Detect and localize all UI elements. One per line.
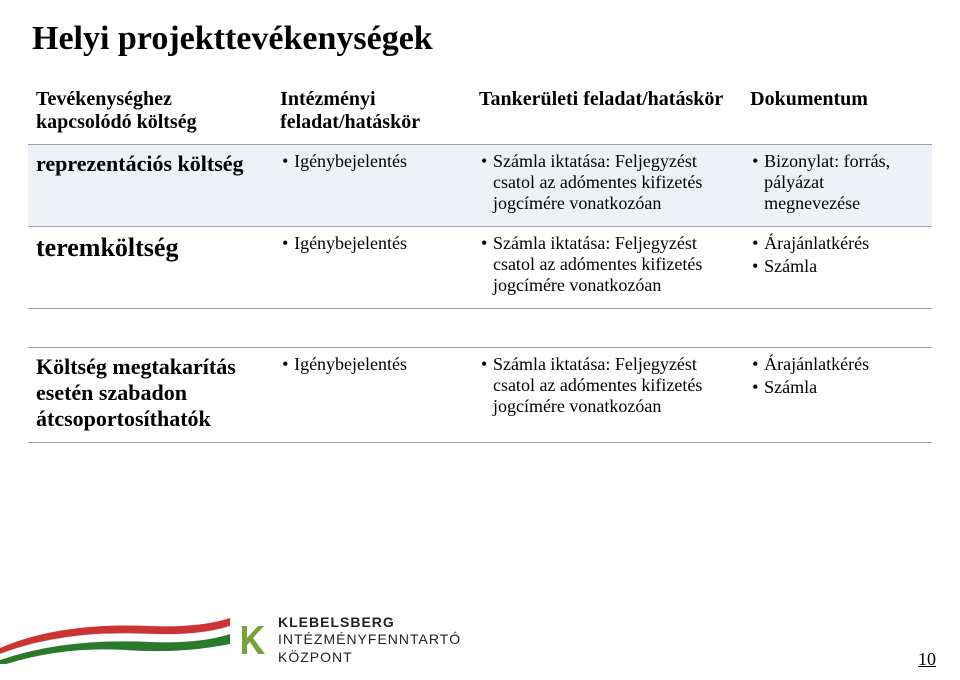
bullet-list: Igénybejelentés <box>280 233 463 254</box>
page-number: 10 <box>918 649 936 670</box>
bullet-cell: ÁrajánlatkérésSzámla <box>742 348 932 443</box>
bullet-cell: Számla iktatása: Feljegyzést csatol az a… <box>471 348 742 443</box>
bullet-item: Árajánlatkérés <box>764 354 924 375</box>
table-row: teremköltség Igénybejelentés Számla iktatá… <box>28 227 932 309</box>
bullet-item: Számla <box>764 256 924 277</box>
col-header-1: Intézményi feladat/hatáskör <box>272 82 471 145</box>
bullet-item: Igénybejelentés <box>294 354 463 375</box>
bullet-item: Számla iktatása: Feljegyzést csatol az a… <box>493 151 734 214</box>
spacer-cell <box>471 309 742 348</box>
bullet-list: ÁrajánlatkérésSzámla <box>750 233 924 277</box>
main-table-container: Tevékenységhez kapcsolódó költség Intézm… <box>0 58 960 443</box>
bullet-item: Igénybejelentés <box>294 233 463 254</box>
spacer-cell <box>742 309 932 348</box>
logo-line1: KLEBELSBERG <box>278 614 461 632</box>
bullet-item: Számla iktatása: Feljegyzést csatol az a… <box>493 233 734 296</box>
bullet-item: Igénybejelentés <box>294 151 463 172</box>
row-label-cell: Költség megtakarítás esetén szabadon átc… <box>28 348 272 443</box>
logo-text: KLEBELSBERG INTÉZMÉNYFENNTARTÓ KÖZPONT <box>278 614 461 667</box>
table-header-row: Tevékenységhez kapcsolódó költség Intézm… <box>28 82 932 145</box>
bullet-list: ÁrajánlatkérésSzámla <box>750 354 924 398</box>
bullet-cell: Számla iktatása: Feljegyzést csatol az a… <box>471 145 742 227</box>
bullet-cell: Igénybejelentés <box>272 348 471 443</box>
bullet-list: Igénybejelentés <box>280 151 463 172</box>
table-row: reprezentációs költség Igénybejelentés Szá… <box>28 145 932 227</box>
col-header-2: Tankerületi feladat/hatáskör <box>471 82 742 145</box>
bullet-list: Számla iktatása: Feljegyzést csatol az a… <box>479 151 734 214</box>
col-header-3: Dokumentum <box>742 82 932 145</box>
row-label-cell: teremköltség <box>28 227 272 309</box>
bullet-item: Árajánlatkérés <box>764 233 924 254</box>
spacer-cell <box>272 309 471 348</box>
bullet-cell: ÁrajánlatkérésSzámla <box>742 227 932 309</box>
logo-line3: KÖZPONT <box>278 649 461 667</box>
bullet-item: Számla <box>764 377 924 398</box>
bullet-list: Bizonylat: forrás, pályázat megnevezése <box>750 151 924 214</box>
row-label-cell: reprezentációs költség <box>28 145 272 227</box>
bullet-list: Számla iktatása: Feljegyzést csatol az a… <box>479 233 734 296</box>
bullet-cell: Igénybejelentés <box>272 227 471 309</box>
logo-mark-icon <box>236 620 268 660</box>
table-row: Költség megtakarítás esetén szabadon átc… <box>28 348 932 443</box>
bullet-cell: Igénybejelentés <box>272 145 471 227</box>
logo: KLEBELSBERG INTÉZMÉNYFENNTARTÓ KÖZPONT <box>236 614 461 667</box>
col-header-0: Tevékenységhez kapcsolódó költség <box>28 82 272 145</box>
table-row <box>28 309 932 348</box>
page-title: Helyi projekttevékenységek <box>0 0 960 58</box>
bullet-list: Igénybejelentés <box>280 354 463 375</box>
footer: KLEBELSBERG INTÉZMÉNYFENNTARTÓ KÖZPONT 1… <box>0 594 960 680</box>
cost-table: Tevékenységhez kapcsolódó költség Intézm… <box>28 82 932 443</box>
bullet-item: Számla iktatása: Feljegyzést csatol az a… <box>493 354 734 417</box>
bullet-list: Számla iktatása: Feljegyzést csatol az a… <box>479 354 734 417</box>
spacer-cell <box>28 309 272 348</box>
bullet-cell: Számla iktatása: Feljegyzést csatol az a… <box>471 227 742 309</box>
ribbon-icon <box>0 604 230 664</box>
bullet-item: Bizonylat: forrás, pályázat megnevezése <box>764 151 924 214</box>
bullet-cell: Bizonylat: forrás, pályázat megnevezése <box>742 145 932 227</box>
logo-line2: INTÉZMÉNYFENNTARTÓ <box>278 631 461 649</box>
